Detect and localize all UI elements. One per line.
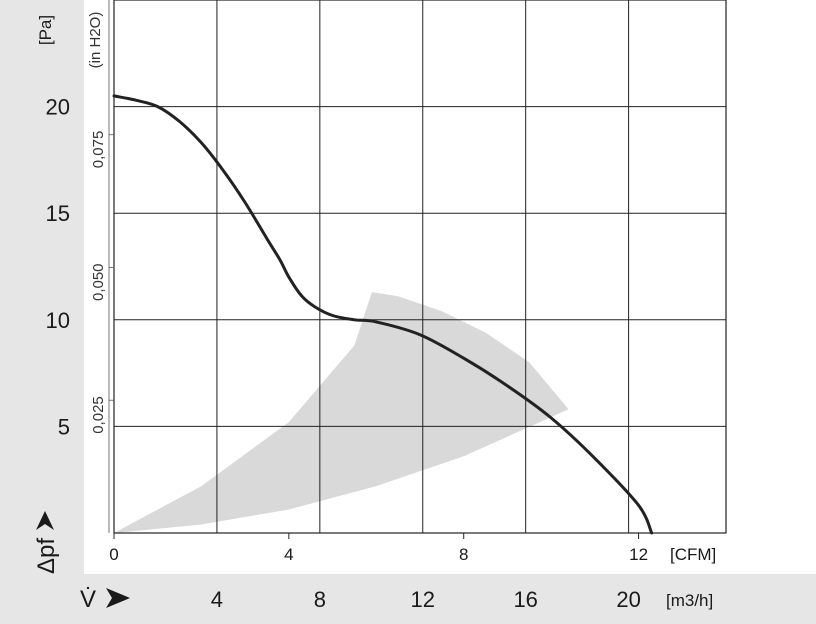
y-tick-label: 15 <box>46 201 70 226</box>
x2-tick-label: 20 <box>616 587 640 612</box>
x2-axis-arrow-icon <box>106 588 130 608</box>
y2-axis-unit-label: (in H2O) <box>87 12 104 69</box>
x-tick-label: 8 <box>459 545 468 564</box>
x-tick-label: 4 <box>284 545 293 564</box>
y2-tick-label: 0,025 <box>90 396 107 434</box>
x2-tick-label: 16 <box>513 587 537 612</box>
y-tick-label: 20 <box>46 95 70 120</box>
x2-tick-label: 8 <box>314 587 326 612</box>
y-axis-symbol: Δpf <box>33 538 60 574</box>
x2-tick-label: 4 <box>211 587 223 612</box>
y-tick-label: 5 <box>58 414 70 439</box>
plot-frame <box>113 0 727 534</box>
y-tick-label: 10 <box>46 308 70 333</box>
y2-tick-label: 0,075 <box>90 131 107 169</box>
y2-tick-label: 0,050 <box>90 263 107 301</box>
x-axis-unit-label: [CFM] <box>670 545 716 564</box>
y-axis-arrow-icon <box>36 511 54 530</box>
x2-axis-unit-label: [m3/h] <box>666 591 713 610</box>
x2-tick-label: 12 <box>411 587 435 612</box>
x2-axis-symbol: V̇ <box>80 585 96 613</box>
left-axis-panel <box>0 0 84 624</box>
bottom-axis-panel <box>0 574 816 624</box>
y-axis-unit-label: [Pa] <box>36 15 55 45</box>
x-tick-label: 0 <box>109 545 118 564</box>
fan-curve-line <box>112 94 654 535</box>
x-tick-label: 12 <box>629 545 648 564</box>
